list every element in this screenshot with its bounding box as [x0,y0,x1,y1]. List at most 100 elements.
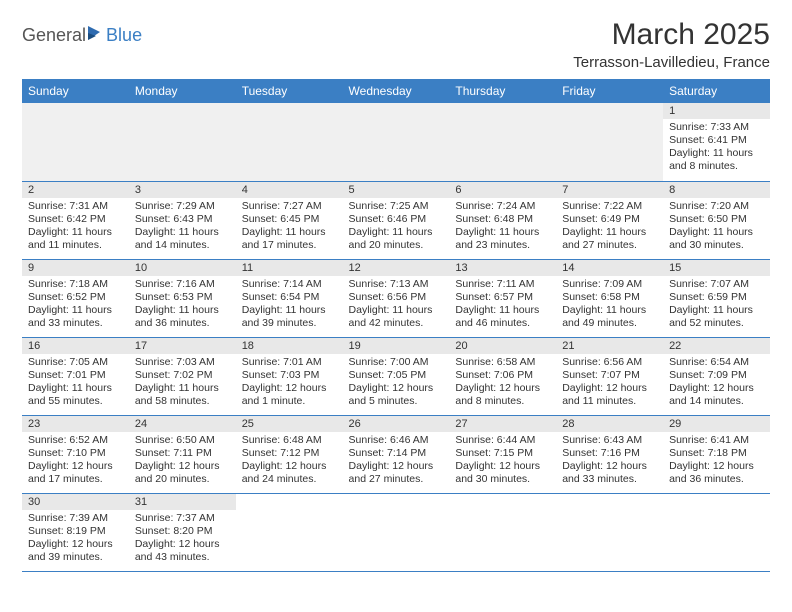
sunrise-text: Sunrise: 7:03 AM [135,356,230,369]
daylight-text: Daylight: 11 hours and 39 minutes. [242,304,337,330]
weekday-header: Tuesday [236,79,343,103]
weekday-header: Thursday [449,79,556,103]
day-content: Sunrise: 7:39 AMSunset: 8:19 PMDaylight:… [22,510,129,569]
sunset-text: Sunset: 6:52 PM [28,291,123,304]
sunset-text: Sunset: 7:11 PM [135,447,230,460]
day-number: 15 [663,260,770,276]
day-number: 8 [663,182,770,198]
sunrise-text: Sunrise: 7:09 AM [562,278,657,291]
daylight-text: Daylight: 12 hours and 43 minutes. [135,538,230,564]
day-content: Sunrise: 6:56 AMSunset: 7:07 PMDaylight:… [556,354,663,413]
sunrise-text: Sunrise: 6:43 AM [562,434,657,447]
sunset-text: Sunset: 7:01 PM [28,369,123,382]
day-content: Sunrise: 7:01 AMSunset: 7:03 PMDaylight:… [236,354,343,413]
sunrise-text: Sunrise: 6:56 AM [562,356,657,369]
sunrise-text: Sunrise: 7:24 AM [455,200,550,213]
day-number: 11 [236,260,343,276]
sunset-text: Sunset: 6:59 PM [669,291,764,304]
sunset-text: Sunset: 7:09 PM [669,369,764,382]
calendar-week-row: 1Sunrise: 7:33 AMSunset: 6:41 PMDaylight… [22,103,770,181]
calendar-week-row: 16Sunrise: 7:05 AMSunset: 7:01 PMDayligh… [22,337,770,415]
day-number: 17 [129,338,236,354]
sunrise-text: Sunrise: 7:00 AM [349,356,444,369]
daylight-text: Daylight: 11 hours and 27 minutes. [562,226,657,252]
day-content: Sunrise: 7:16 AMSunset: 6:53 PMDaylight:… [129,276,236,335]
day-number: 2 [22,182,129,198]
day-content: Sunrise: 7:22 AMSunset: 6:49 PMDaylight:… [556,198,663,257]
day-number: 6 [449,182,556,198]
calendar-cell: 11Sunrise: 7:14 AMSunset: 6:54 PMDayligh… [236,259,343,337]
day-content: Sunrise: 6:54 AMSunset: 7:09 PMDaylight:… [663,354,770,413]
day-number: 4 [236,182,343,198]
sunset-text: Sunset: 7:02 PM [135,369,230,382]
day-number: 5 [343,182,450,198]
day-number: 21 [556,338,663,354]
daylight-text: Daylight: 12 hours and 14 minutes. [669,382,764,408]
calendar-cell: 18Sunrise: 7:01 AMSunset: 7:03 PMDayligh… [236,337,343,415]
calendar-cell: 30Sunrise: 7:39 AMSunset: 8:19 PMDayligh… [22,493,129,571]
calendar-cell: 4Sunrise: 7:27 AMSunset: 6:45 PMDaylight… [236,181,343,259]
sunset-text: Sunset: 8:20 PM [135,525,230,538]
day-content: Sunrise: 7:00 AMSunset: 7:05 PMDaylight:… [343,354,450,413]
calendar-cell: 7Sunrise: 7:22 AMSunset: 6:49 PMDaylight… [556,181,663,259]
sunrise-text: Sunrise: 7:39 AM [28,512,123,525]
daylight-text: Daylight: 12 hours and 33 minutes. [562,460,657,486]
day-number: 19 [343,338,450,354]
day-number: 24 [129,416,236,432]
calendar-cell: 13Sunrise: 7:11 AMSunset: 6:57 PMDayligh… [449,259,556,337]
sunset-text: Sunset: 8:19 PM [28,525,123,538]
day-number: 13 [449,260,556,276]
sunset-text: Sunset: 7:06 PM [455,369,550,382]
calendar-cell: 3Sunrise: 7:29 AMSunset: 6:43 PMDaylight… [129,181,236,259]
logo-text-blue: Blue [106,25,142,46]
sunrise-text: Sunrise: 7:29 AM [135,200,230,213]
weekday-header: Friday [556,79,663,103]
day-content: Sunrise: 7:25 AMSunset: 6:46 PMDaylight:… [343,198,450,257]
day-content: Sunrise: 7:18 AMSunset: 6:52 PMDaylight:… [22,276,129,335]
day-number: 3 [129,182,236,198]
calendar-cell: 20Sunrise: 6:58 AMSunset: 7:06 PMDayligh… [449,337,556,415]
sunrise-text: Sunrise: 7:05 AM [28,356,123,369]
sunset-text: Sunset: 6:56 PM [349,291,444,304]
day-content: Sunrise: 6:48 AMSunset: 7:12 PMDaylight:… [236,432,343,491]
month-title: March 2025 [573,18,770,52]
calendar-cell [129,103,236,181]
sunrise-text: Sunrise: 7:33 AM [669,121,764,134]
calendar-cell [343,493,450,571]
sunrise-text: Sunrise: 7:16 AM [135,278,230,291]
day-content: Sunrise: 7:03 AMSunset: 7:02 PMDaylight:… [129,354,236,413]
day-content: Sunrise: 7:33 AMSunset: 6:41 PMDaylight:… [663,119,770,178]
sunset-text: Sunset: 6:53 PM [135,291,230,304]
sunset-text: Sunset: 6:41 PM [669,134,764,147]
daylight-text: Daylight: 11 hours and 23 minutes. [455,226,550,252]
day-content: Sunrise: 6:44 AMSunset: 7:15 PMDaylight:… [449,432,556,491]
calendar-cell: 27Sunrise: 6:44 AMSunset: 7:15 PMDayligh… [449,415,556,493]
day-number: 26 [343,416,450,432]
calendar-cell: 22Sunrise: 6:54 AMSunset: 7:09 PMDayligh… [663,337,770,415]
logo: General Blue [22,18,142,47]
sunrise-text: Sunrise: 6:50 AM [135,434,230,447]
day-content: Sunrise: 6:58 AMSunset: 7:06 PMDaylight:… [449,354,556,413]
sunrise-text: Sunrise: 6:52 AM [28,434,123,447]
calendar-cell: 1Sunrise: 7:33 AMSunset: 6:41 PMDaylight… [663,103,770,181]
daylight-text: Daylight: 12 hours and 27 minutes. [349,460,444,486]
day-number: 30 [22,494,129,510]
daylight-text: Daylight: 11 hours and 33 minutes. [28,304,123,330]
calendar-cell: 17Sunrise: 7:03 AMSunset: 7:02 PMDayligh… [129,337,236,415]
calendar-cell [663,493,770,571]
sunrise-text: Sunrise: 7:25 AM [349,200,444,213]
calendar-cell [236,493,343,571]
calendar-week-row: 2Sunrise: 7:31 AMSunset: 6:42 PMDaylight… [22,181,770,259]
calendar-cell: 28Sunrise: 6:43 AMSunset: 7:16 PMDayligh… [556,415,663,493]
day-content: Sunrise: 7:37 AMSunset: 8:20 PMDaylight:… [129,510,236,569]
title-block: March 2025 Terrasson-Lavilledieu, France [573,18,770,71]
sunset-text: Sunset: 6:57 PM [455,291,550,304]
calendar-cell: 19Sunrise: 7:00 AMSunset: 7:05 PMDayligh… [343,337,450,415]
sunrise-text: Sunrise: 6:41 AM [669,434,764,447]
daylight-text: Daylight: 11 hours and 58 minutes. [135,382,230,408]
day-content: Sunrise: 7:24 AMSunset: 6:48 PMDaylight:… [449,198,556,257]
sunrise-text: Sunrise: 7:37 AM [135,512,230,525]
calendar-cell [449,103,556,181]
sunrise-text: Sunrise: 6:48 AM [242,434,337,447]
calendar-cell [449,493,556,571]
